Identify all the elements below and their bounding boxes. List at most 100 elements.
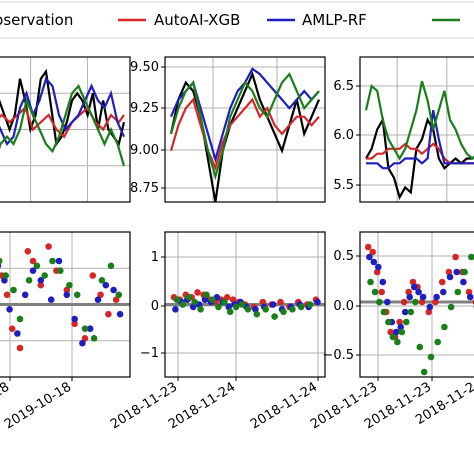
scatter-point	[419, 293, 427, 301]
scatter-point	[434, 338, 442, 346]
scatter-point	[98, 277, 106, 284]
scatter-point	[25, 277, 33, 284]
scatter-point	[271, 313, 278, 320]
scatter-point	[14, 330, 21, 337]
scatter-point	[3, 291, 11, 299]
ytick-label: 5.5	[333, 178, 354, 193]
series-line-3	[169, 72, 320, 181]
scatter-point	[460, 278, 467, 286]
scatter-point	[306, 301, 314, 308]
scatter-point	[466, 293, 474, 301]
scatter-point	[21, 291, 29, 299]
scatter-point	[409, 278, 417, 286]
scatter-point	[412, 298, 419, 306]
scatter-point	[394, 338, 401, 346]
scatter-point	[66, 281, 73, 289]
ytick-label: 1	[151, 250, 159, 265]
scatter-point	[452, 253, 459, 261]
scatter-point	[427, 353, 435, 361]
scatter-point	[33, 262, 41, 270]
scatter-point	[71, 315, 78, 323]
scatter-point	[8, 325, 16, 333]
scatter-point	[426, 303, 434, 311]
scatter-point	[102, 281, 110, 289]
scatter-point	[269, 301, 277, 308]
scatter-point	[253, 310, 261, 318]
scatter-point	[415, 288, 422, 296]
scatter-point	[396, 318, 403, 326]
scatter-point	[432, 298, 439, 306]
scatter-point	[465, 288, 473, 296]
ytick-label: 8.75	[130, 181, 159, 196]
scatter-point	[389, 333, 397, 341]
scatter-point	[416, 343, 424, 351]
scatter-point	[398, 328, 406, 336]
scatter-point	[6, 306, 13, 313]
scatter-point	[384, 298, 391, 306]
scatter-point	[289, 306, 296, 313]
ytick-label: 6.5	[333, 79, 354, 94]
scatter-point	[418, 298, 426, 306]
scatter-point	[403, 318, 410, 326]
xtick-label: 2018-11-24	[248, 380, 320, 433]
scatter-point	[397, 323, 405, 331]
scatter-point	[0, 257, 3, 265]
scatter-point	[24, 248, 32, 255]
scatter-point	[367, 278, 374, 286]
legend: Observation AutoAI-XGB AMLP-RF	[0, 1, 474, 39]
scatter-point	[81, 335, 89, 342]
scatter-point	[89, 272, 97, 279]
scatter-point	[468, 253, 474, 261]
scatter-point	[2, 272, 10, 279]
axes-frame	[164, 56, 326, 203]
scatter-point	[433, 293, 440, 301]
scatter-point	[215, 303, 222, 311]
scatter-point	[10, 286, 17, 294]
scatter-point	[57, 267, 64, 275]
scatter-point	[277, 298, 284, 306]
scatter-point	[453, 268, 461, 276]
scatter-point	[90, 335, 98, 342]
ytick-label: 9.25	[130, 101, 159, 116]
scatter-point	[194, 289, 201, 296]
scatter-point	[447, 303, 455, 311]
scatter-point	[185, 294, 193, 301]
scatter-point	[79, 339, 86, 347]
axes-frame	[0, 231, 131, 378]
xtick-label: 2019-10-18	[2, 380, 74, 433]
scatter-point	[203, 291, 210, 299]
scatter-point	[371, 288, 379, 296]
scatter-point	[37, 277, 45, 284]
scatter-point	[16, 344, 24, 352]
scatter-point	[73, 291, 81, 299]
ytick-label: 6.0	[333, 128, 354, 143]
series-line-2	[0, 76, 126, 147]
axes-frame	[359, 56, 474, 203]
scatter-point	[232, 303, 240, 311]
series-line-3	[0, 83, 126, 167]
scatter-point	[375, 263, 382, 271]
scatter-point	[47, 296, 55, 304]
scatter-point	[438, 278, 446, 286]
scatter-point	[97, 291, 104, 299]
scatter-point	[115, 291, 123, 299]
scatter-point	[385, 318, 392, 326]
scatter-point	[406, 293, 414, 301]
scatter-point	[209, 296, 216, 304]
scatter-point	[226, 308, 234, 316]
panel-top-right: 5.5 6.0 6.5	[333, 56, 474, 203]
scatter-point	[221, 298, 228, 306]
scatter-point	[71, 320, 78, 328]
scatter-point	[238, 301, 246, 308]
scatter-point	[107, 262, 115, 270]
scatter-point	[244, 306, 252, 313]
axes-frame	[0, 56, 131, 203]
scatter-point	[0, 263, 2, 269]
scatter-point	[373, 268, 381, 276]
scatter-point	[378, 288, 386, 296]
series-line-0	[365, 116, 474, 200]
ytick-label: 9.00	[130, 143, 159, 158]
